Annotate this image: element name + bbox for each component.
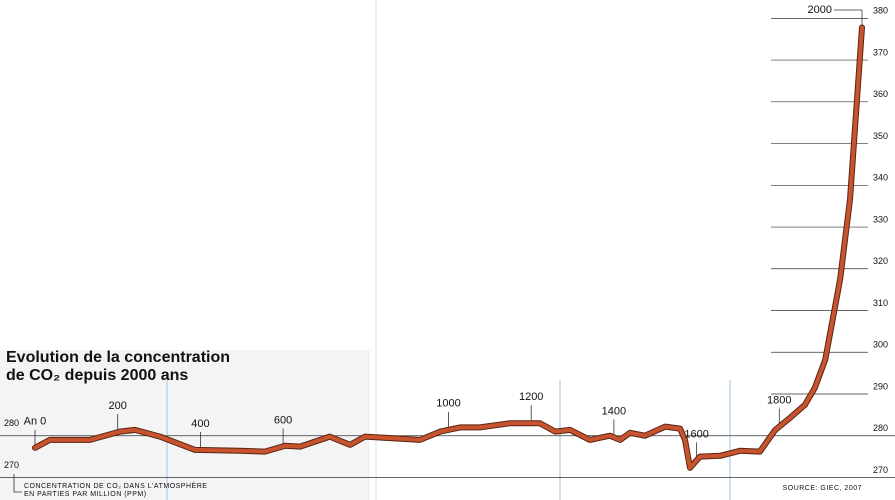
y-tick-label: 330 [873, 214, 888, 224]
y-tick-label: 350 [873, 131, 888, 141]
panel [0, 350, 370, 500]
x-tick-label: 1400 [602, 405, 626, 417]
x-tick-label: 1200 [519, 391, 543, 403]
x-tick-label: 1800 [767, 394, 791, 406]
x-tick-label: 600 [274, 414, 292, 426]
y-tick-label: 280 [873, 423, 888, 433]
y-tick-label: 370 [873, 47, 888, 57]
y-tick-label: 290 [873, 381, 888, 391]
line [33, 25, 864, 470]
y-tick-label: 280 [4, 418, 19, 428]
y-tick-label: 320 [873, 256, 888, 266]
x-tick-label: 200 [109, 400, 127, 412]
x-tick-label: 1600 [684, 428, 708, 440]
y-tick-label: 270 [873, 465, 888, 475]
x-tick-label: 1000 [436, 398, 460, 410]
y-axis-label: CONCENTRATION DE CO₂ DANS L'ATMOSPHÈRE [24, 481, 207, 490]
y-tick-label: 380 [873, 6, 888, 16]
chart-title: Evolution de la concentration [6, 349, 230, 366]
y-axis-label: EN PARTIES PAR MILLION (PPM) [24, 491, 147, 498]
y-tick-label: 340 [873, 173, 888, 183]
x-tick-label: 2000 [808, 4, 832, 16]
x-tick-label: An 0 [24, 416, 47, 428]
label-leader [13, 474, 22, 493]
y-tick-label: 300 [873, 340, 888, 350]
y-tick-label: 310 [873, 298, 888, 308]
chart-title: de CO₂ depuis 2000 ans [6, 367, 188, 384]
x-tick-label: 400 [191, 418, 209, 430]
y-tick-label: 360 [873, 89, 888, 99]
y-tick-label: 270 [4, 460, 19, 470]
source: SOURCE: GIEC, 2007 [783, 485, 862, 492]
